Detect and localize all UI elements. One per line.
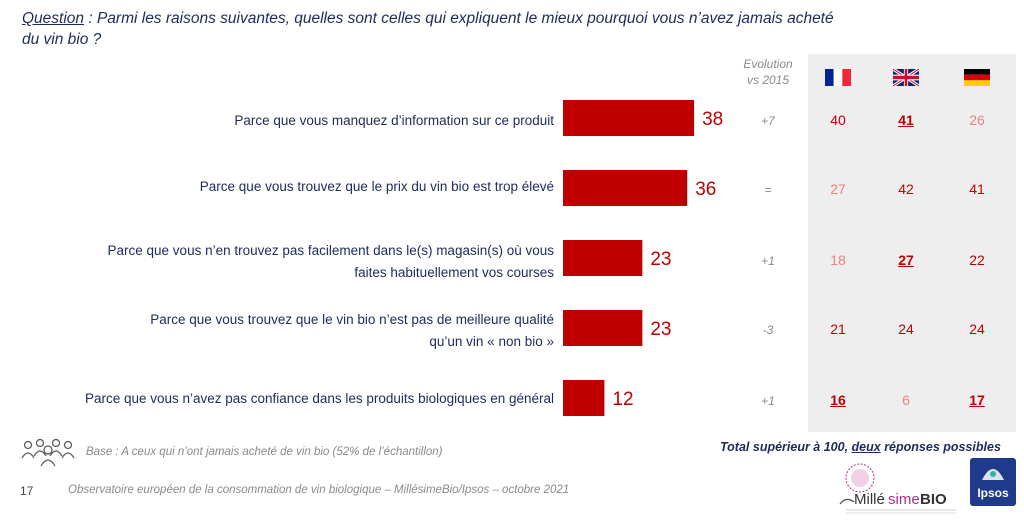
france-value-3: 18 bbox=[830, 252, 846, 268]
bar-1 bbox=[563, 100, 695, 136]
total-note-prefix: Total supérieur à 100, bbox=[720, 440, 852, 454]
bar-value-label-3: 23 bbox=[650, 249, 671, 270]
germany-value-4: 24 bbox=[969, 321, 985, 337]
bar-value-label-5: 12 bbox=[612, 389, 633, 410]
svg-text:BIO: BIO bbox=[920, 491, 947, 508]
bar-4 bbox=[563, 310, 643, 346]
uk-value-1: 41 bbox=[898, 112, 914, 128]
question-label: Question bbox=[22, 10, 85, 27]
total-note-underlined: deux bbox=[851, 440, 881, 454]
bar-value-label-4: 23 bbox=[650, 319, 671, 340]
page-number: 17 bbox=[20, 484, 34, 498]
france-value-5: 16 bbox=[830, 392, 846, 408]
germany-flag-icon bbox=[964, 69, 990, 86]
row-label-3: Parce que vous n’en trouvez pas facileme… bbox=[107, 243, 554, 280]
total-note: Total supérieur à 100, deux réponses pos… bbox=[720, 440, 1001, 454]
total-note-suffix: réponses possibles bbox=[880, 440, 1001, 454]
uk-value-2: 42 bbox=[898, 181, 914, 197]
germany-value-5: 17 bbox=[969, 392, 985, 408]
question-text: Question : Parmi les raisons suivantes, … bbox=[22, 8, 842, 50]
svg-text:Millé: Millé bbox=[854, 491, 885, 508]
france-value-1: 40 bbox=[830, 112, 846, 128]
svg-text:sime: sime bbox=[888, 491, 920, 508]
germany-value-2: 41 bbox=[969, 181, 985, 197]
row-label-5: Parce que vous n’avez pas confiance dans… bbox=[84, 391, 554, 406]
evolution-value-5: +1 bbox=[761, 394, 775, 408]
germany-value-1: 26 bbox=[969, 112, 985, 128]
row-label-2: Parce que vous trouvez que le prix du vi… bbox=[199, 179, 554, 194]
bar-value-label-2: 36 bbox=[695, 179, 716, 200]
bar-5 bbox=[563, 380, 605, 416]
france-value-4: 21 bbox=[830, 321, 846, 337]
millesime-bio-logo: Millé sime BIO bbox=[832, 458, 960, 518]
evolution-value-3: +1 bbox=[761, 254, 775, 268]
uk-value-3: 27 bbox=[898, 252, 914, 268]
bar-3 bbox=[563, 240, 643, 276]
france-flag-icon bbox=[825, 69, 851, 86]
row-label-1: Parce que vous manquez d’information sur… bbox=[234, 113, 554, 128]
evolution-header-line2: vs 2015 bbox=[746, 73, 790, 87]
bar-2 bbox=[563, 170, 688, 206]
evolution-value-2: = bbox=[764, 183, 772, 197]
france-value-2: 27 bbox=[830, 181, 846, 197]
evolution-header: Evolution vs 2015 bbox=[736, 56, 800, 88]
uk-value-5: 6 bbox=[902, 392, 910, 408]
country-panel bbox=[808, 54, 1016, 432]
evolution-value-4: -3 bbox=[762, 323, 774, 337]
bar-value-label-1: 38 bbox=[702, 109, 723, 130]
footer-text: Observatoire européen de la consommation… bbox=[68, 484, 570, 496]
uk-flag-icon bbox=[893, 69, 919, 86]
people-group-icon bbox=[20, 436, 76, 470]
evolution-header-line1: Evolution bbox=[743, 57, 793, 71]
row-label-4: Parce que vous trouvez que le vin bio n’… bbox=[150, 312, 554, 349]
germany-value-3: 22 bbox=[969, 252, 985, 268]
ipsos-logo: Ipsos bbox=[970, 458, 1016, 506]
base-text: Base : A ceux qui n’ont jamais acheté de… bbox=[86, 446, 443, 458]
question-body: : Parmi les raisons suivantes, quelles s… bbox=[22, 10, 834, 48]
ipsos-logo-text: Ipsos bbox=[977, 486, 1009, 500]
evolution-value-1: +7 bbox=[761, 114, 775, 128]
uk-value-4: 24 bbox=[898, 321, 914, 337]
